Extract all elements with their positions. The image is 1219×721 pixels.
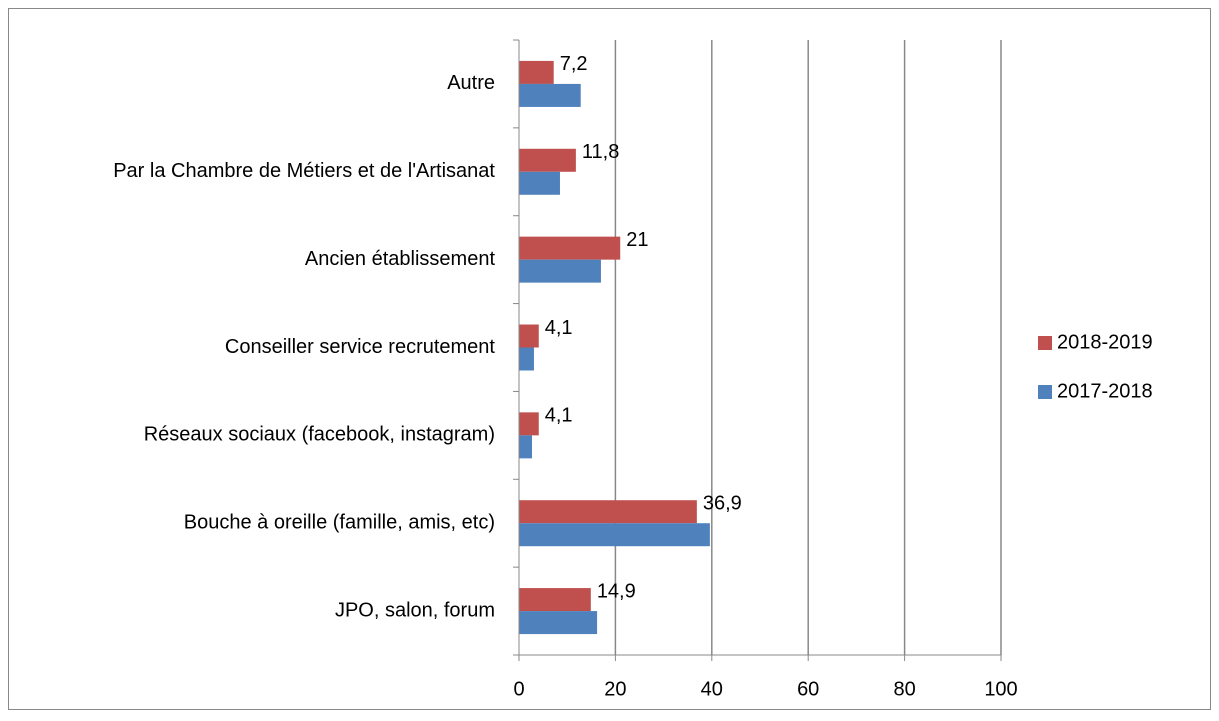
data-label: 4,1 [545, 317, 573, 339]
y-tick-label: Par la Chambre de Métiers et de l'Artisa… [113, 160, 495, 182]
y-tick-label: Ancien établissement [305, 248, 496, 270]
bar [519, 412, 539, 436]
data-label: 21 [626, 229, 648, 251]
bar [519, 611, 598, 635]
data-label: 36,9 [703, 492, 742, 514]
y-tick-label: Autre [447, 72, 495, 94]
x-tick-label: 0 [513, 678, 524, 700]
x-tick-label: 20 [604, 678, 626, 700]
data-label: 14,9 [597, 580, 636, 602]
bar [519, 435, 533, 459]
bar [519, 148, 576, 172]
bar [519, 324, 539, 348]
bar [519, 500, 697, 524]
y-tick-label: JPO, salon, forum [335, 599, 495, 621]
bar [519, 588, 591, 612]
bar [519, 236, 621, 260]
legend-swatch [1038, 385, 1052, 399]
x-tick-label: 80 [893, 678, 915, 700]
legend-label: 2017-2018 [1057, 380, 1153, 402]
bar [519, 259, 601, 283]
y-tick-label: Conseiller service recrutement [225, 336, 496, 358]
bar [519, 60, 554, 84]
data-label: 7,2 [560, 53, 588, 75]
bar [519, 83, 581, 107]
data-label: 11,8 [582, 141, 619, 163]
legend-label: 2018-2019 [1057, 331, 1153, 353]
y-tick-label: Bouche à oreille (famille, amis, etc) [184, 511, 495, 533]
bar [519, 523, 710, 547]
x-tick-label: 40 [701, 678, 723, 700]
x-tick-label: 100 [984, 678, 1017, 700]
legend-swatch [1038, 336, 1052, 350]
bar [519, 171, 560, 195]
y-tick-label: Réseaux sociaux (facebook, instagram) [144, 424, 495, 446]
bar [519, 347, 534, 371]
x-tick-label: 60 [797, 678, 819, 700]
chart-border [8, 8, 1211, 710]
data-label: 4,1 [545, 405, 573, 427]
